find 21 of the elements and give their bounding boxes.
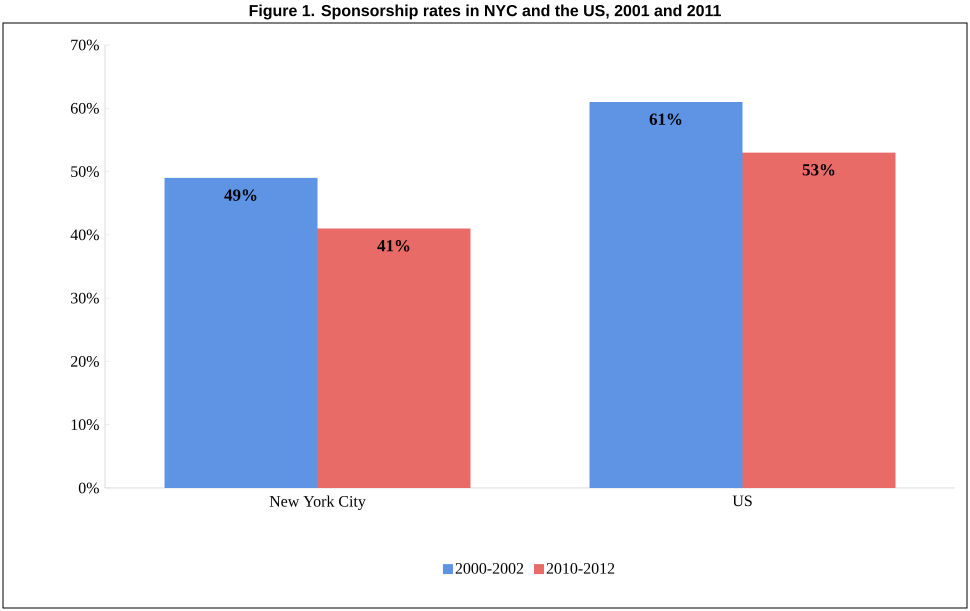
bar (318, 228, 471, 488)
bar (742, 152, 896, 488)
y-tick-label: 20% (70, 356, 99, 367)
y-tick-label: 30% (71, 292, 99, 304)
y-tick-label: 70% (71, 40, 99, 50)
legend-label: 2000-2002 (456, 563, 524, 574)
bar (590, 102, 743, 488)
y-tick-label: 10% (72, 419, 99, 430)
data-label: 61% (650, 113, 682, 125)
y-tick-label: 40% (70, 229, 99, 240)
y-tick-label: 60% (70, 102, 99, 114)
chart-title: Figure 1. Sponsorship rates in NYC and the US, 2001 and 2011 (250, 4, 721, 20)
data-label: 41% (377, 240, 410, 252)
x-tick-label: US (732, 496, 752, 506)
data-label: 49% (224, 189, 256, 201)
y-tick-label: 0% (78, 482, 99, 494)
legend-label: 2010-2012 (546, 563, 614, 574)
x-tick-label: New York City (270, 496, 366, 510)
y-tick-label: 50% (71, 166, 99, 177)
data-label: 53% (802, 164, 834, 176)
bar (164, 178, 318, 488)
